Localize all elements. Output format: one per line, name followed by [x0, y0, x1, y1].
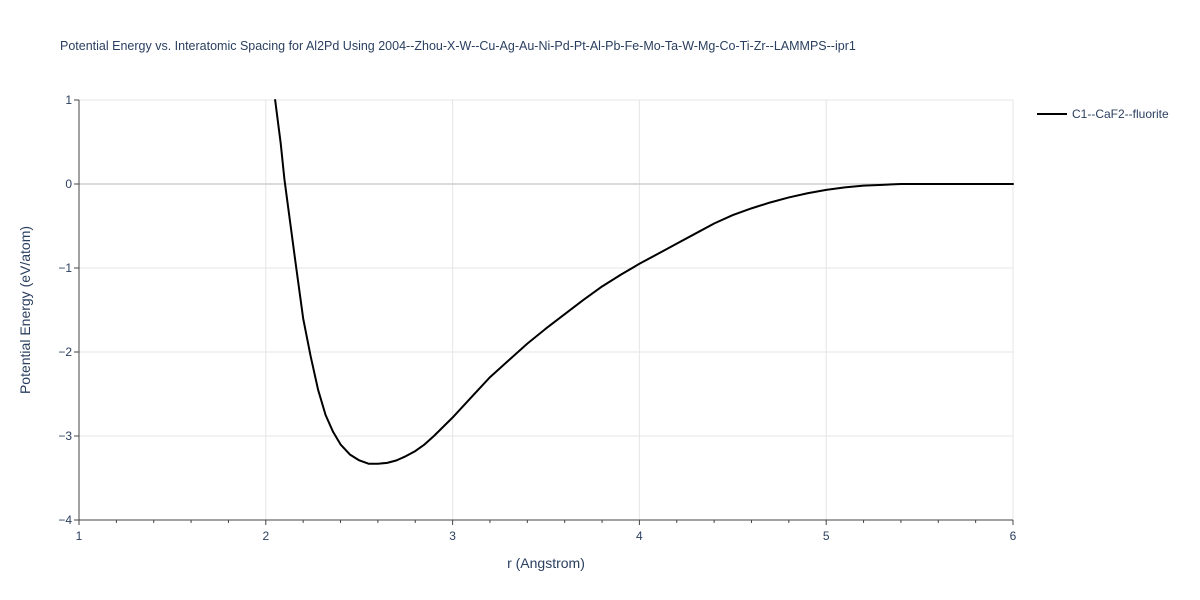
y-tick-label-4: −3 [58, 429, 72, 443]
y-tick-label-1: 0 [65, 177, 72, 191]
x-tick-label-5: 6 [1010, 529, 1017, 543]
y-tick-label-5: −4 [58, 513, 72, 527]
x-tick-label-2: 3 [449, 529, 456, 543]
y-tick-label-2: −1 [58, 261, 72, 275]
axes [74, 99, 1014, 525]
x-tick-label-0: 1 [76, 529, 83, 543]
y-axis-title: Potential Energy (eV/atom) [17, 226, 33, 394]
x-axis-title: r (Angstrom) [507, 555, 585, 571]
x-tick-label-4: 5 [823, 529, 830, 543]
series-line-0 [274, 99, 1014, 465]
y-tick-label-3: −2 [58, 345, 72, 359]
tick-labels: 1 2 3 4 5 6 1 0 −1 −2 −3 −4 [58, 93, 1016, 543]
y-tick-label-0: 1 [65, 93, 72, 107]
x-tick-label-3: 4 [636, 529, 643, 543]
series-layer [274, 99, 1014, 465]
legend[interactable]: C1--CaF2--fluorite [1037, 107, 1169, 121]
legend-label-series-0: C1--CaF2--fluorite [1072, 107, 1169, 121]
x-tick-label-1: 2 [262, 529, 269, 543]
chart-title: Potential Energy vs. Interatomic Spacing… [60, 39, 856, 53]
grid [79, 99, 1014, 520]
